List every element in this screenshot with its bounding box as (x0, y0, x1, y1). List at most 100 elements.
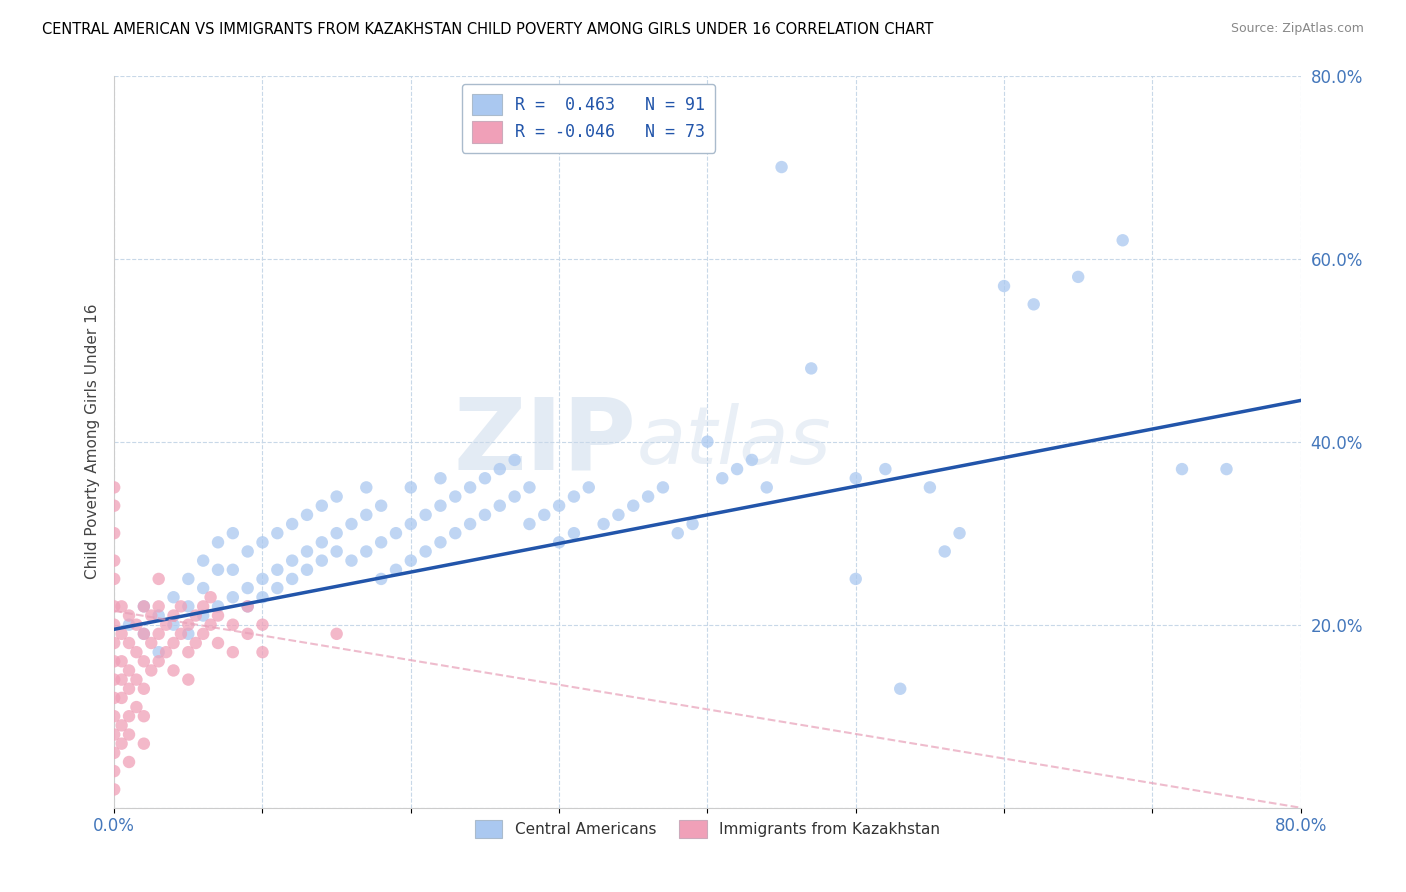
Point (875, 462, 897, 476)
Point (103, 690, 125, 705)
Point (1022, 297, 1045, 311)
Point (429, 499, 451, 513)
Point (918, 480, 941, 494)
Point (741, 453, 763, 467)
Point (177, 673, 200, 687)
Point (148, 608, 170, 623)
Point (162, 636, 184, 650)
Point (429, 471, 451, 485)
Point (415, 544, 437, 558)
Text: CENTRAL AMERICAN VS IMMIGRANTS FROM KAZAKHSTAN CHILD POVERTY AMONG GIRLS UNDER 1: CENTRAL AMERICAN VS IMMIGRANTS FROM KAZA… (42, 22, 934, 37)
Point (103, 553, 125, 567)
Point (325, 627, 347, 641)
Point (132, 627, 155, 641)
Point (125, 617, 148, 632)
Point (141, 636, 163, 650)
Point (474, 508, 496, 522)
Point (155, 645, 177, 659)
Point (118, 681, 141, 696)
Point (311, 499, 333, 513)
Point (170, 599, 193, 614)
Point (141, 664, 163, 678)
Point (415, 508, 437, 522)
Point (125, 700, 148, 714)
Point (682, 516, 704, 531)
Point (503, 490, 526, 504)
Point (370, 499, 392, 513)
Point (103, 572, 125, 586)
Point (474, 471, 496, 485)
Point (222, 645, 245, 659)
Point (148, 572, 170, 586)
Text: ZIP: ZIP (453, 393, 637, 490)
Point (148, 654, 170, 668)
Point (103, 599, 125, 614)
Point (207, 636, 229, 650)
Point (103, 746, 125, 760)
Point (162, 664, 184, 678)
Point (295, 508, 318, 522)
Point (193, 599, 215, 614)
Point (148, 645, 170, 659)
Point (103, 526, 125, 541)
Point (562, 526, 585, 541)
Point (118, 664, 141, 678)
Point (399, 480, 422, 494)
Point (725, 462, 748, 476)
Point (184, 636, 207, 650)
Point (325, 490, 347, 504)
Point (755, 480, 778, 494)
Point (103, 782, 125, 797)
Point (607, 508, 630, 522)
Point (399, 553, 422, 567)
Point (340, 516, 363, 531)
Point (110, 654, 132, 668)
Point (592, 516, 614, 531)
Point (103, 673, 125, 687)
Point (236, 627, 259, 641)
Point (103, 727, 125, 741)
Point (311, 553, 333, 567)
Point (132, 737, 155, 751)
Point (503, 453, 526, 467)
Point (177, 617, 200, 632)
Legend: Central Americans, Immigrants from Kazakhstan: Central Americans, Immigrants from Kazak… (468, 814, 946, 844)
Point (533, 508, 555, 522)
Point (281, 572, 304, 586)
Point (252, 591, 274, 605)
Point (184, 608, 207, 623)
Point (519, 516, 541, 531)
Point (578, 480, 600, 494)
Point (548, 535, 571, 549)
Point (110, 599, 132, 614)
Point (132, 599, 155, 614)
Point (132, 709, 155, 723)
Point (200, 591, 222, 605)
Point (103, 499, 125, 513)
Point (444, 490, 467, 504)
Point (281, 516, 304, 531)
Point (488, 462, 510, 476)
Point (132, 599, 155, 614)
Point (295, 544, 318, 558)
Point (696, 434, 718, 449)
Point (125, 673, 148, 687)
Point (193, 581, 215, 595)
Point (207, 599, 229, 614)
Point (236, 544, 259, 558)
Point (110, 673, 132, 687)
Point (325, 544, 347, 558)
Point (103, 709, 125, 723)
Point (711, 471, 734, 485)
Point (162, 617, 184, 632)
Point (444, 526, 467, 541)
Point (845, 471, 868, 485)
Text: Source: ZipAtlas.com: Source: ZipAtlas.com (1230, 22, 1364, 36)
Point (162, 608, 184, 623)
Point (340, 553, 363, 567)
Point (177, 627, 200, 641)
Point (370, 572, 392, 586)
Point (141, 608, 163, 623)
Point (236, 599, 259, 614)
Point (236, 581, 259, 595)
